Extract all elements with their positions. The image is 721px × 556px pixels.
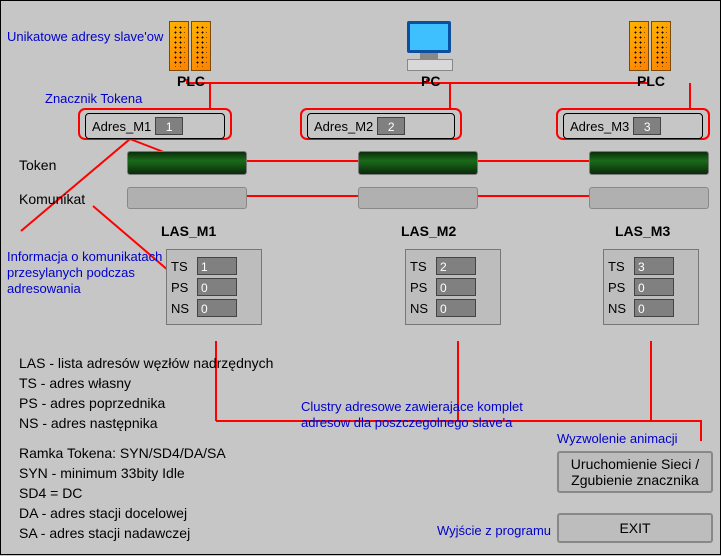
las-m2-ns[interactable]: 0 — [436, 299, 476, 317]
plc-left-icon — [169, 21, 211, 71]
legend-h: DA - adres stacji docelowej — [19, 503, 187, 523]
las-m3-title: LAS_M3 — [615, 223, 670, 239]
note-token-marker: Znacznik Tokena — [45, 91, 142, 106]
legend-c: PS - adres poprzednika — [19, 393, 165, 413]
exit-button-label: EXIT — [619, 520, 650, 536]
las-key-ns: NS — [608, 301, 634, 316]
row-token-label: Token — [19, 157, 56, 173]
plc-left-label: PLC — [177, 73, 205, 89]
token-m2 — [358, 151, 478, 175]
addr-m1-value[interactable]: 1 — [155, 117, 183, 135]
addr-m1-field: Adres_M1 1 — [85, 113, 225, 139]
las-key-ns: NS — [410, 301, 436, 316]
addr-m2-field: Adres_M2 2 — [307, 113, 455, 139]
pc-icon — [407, 21, 451, 71]
note-info-l1: Informacja o komunikatach — [7, 249, 162, 264]
legend-d: NS - adres następnika — [19, 413, 158, 433]
note-info-l3: adresowania — [7, 281, 81, 296]
las-m3-ns[interactable]: 0 — [634, 299, 674, 317]
msg-m1 — [127, 187, 247, 209]
las-key-ts: TS — [608, 259, 634, 274]
legend-f: SYN - minimum 33bity Idle — [19, 463, 185, 483]
start-button-l1: Uruchomienie Sieci / — [571, 456, 699, 472]
legend-i: SA - adres stacji nadawczej — [19, 523, 190, 543]
las-m1-ns[interactable]: 0 — [197, 299, 237, 317]
start-network-button[interactable]: Uruchomienie Sieci / Zgubienie znacznika — [557, 451, 713, 493]
addr-m3-field: Adres_M3 3 — [563, 113, 703, 139]
addr-m1-label: Adres_M1 — [92, 119, 151, 134]
plc-right-label: PLC — [637, 73, 665, 89]
token-m1 — [127, 151, 247, 175]
las-m1-title: LAS_M1 — [161, 223, 216, 239]
legend-a: LAS - lista adresów węzłów nadrzędnych — [19, 353, 273, 373]
las-key-ps: PS — [608, 280, 634, 295]
start-button-l2: Zgubienie znacznika — [571, 472, 699, 488]
addr-m2-value[interactable]: 2 — [377, 117, 405, 135]
row-komunikat-label: Komunikat — [19, 191, 85, 207]
las-key-ps: PS — [171, 280, 197, 295]
legend-b: TS - adres własny — [19, 373, 131, 393]
las-key-ts: TS — [171, 259, 197, 274]
addr-m3-value[interactable]: 3 — [633, 117, 661, 135]
las-m3-ps[interactable]: 0 — [634, 278, 674, 296]
las-m2-title: LAS_M2 — [401, 223, 456, 239]
legend-g: SD4 = DC — [19, 483, 82, 503]
msg-m3 — [589, 187, 709, 209]
token-m3 — [589, 151, 709, 175]
note-wyjscie: Wyjście z programu — [437, 523, 551, 538]
las-key-ts: TS — [410, 259, 436, 274]
plc-right-icon — [629, 21, 671, 71]
las-key-ps: PS — [410, 280, 436, 295]
las-m2-cluster: TS2 PS0 NS0 — [405, 249, 501, 325]
note-unique-addr: Unikatowe adresy slave'ow — [7, 29, 163, 44]
las-m2-ps[interactable]: 0 — [436, 278, 476, 296]
note-info-l2: przesylanych podczas — [7, 265, 135, 280]
las-m3-cluster: TS3 PS0 NS0 — [603, 249, 699, 325]
las-key-ns: NS — [171, 301, 197, 316]
note-clustry-l1: Clustry adresowe zawierajace komplet — [301, 399, 523, 414]
note-wyzwolenie: Wyzwolenie animacji — [557, 431, 678, 446]
addr-m3-label: Adres_M3 — [570, 119, 629, 134]
msg-m2 — [358, 187, 478, 209]
note-clustry-l2: adresow dla poszczegolnego slave'a — [301, 415, 512, 430]
las-m1-ts[interactable]: 1 — [197, 257, 237, 275]
las-m1-cluster: TS1 PS0 NS0 — [166, 249, 262, 325]
legend-e: Ramka Tokena: SYN/SD4/DA/SA — [19, 443, 226, 463]
las-m3-ts[interactable]: 3 — [634, 257, 674, 275]
las-m1-ps[interactable]: 0 — [197, 278, 237, 296]
pc-label: PC — [421, 73, 440, 89]
las-m2-ts[interactable]: 2 — [436, 257, 476, 275]
exit-button[interactable]: EXIT — [557, 513, 713, 543]
addr-m2-label: Adres_M2 — [314, 119, 373, 134]
